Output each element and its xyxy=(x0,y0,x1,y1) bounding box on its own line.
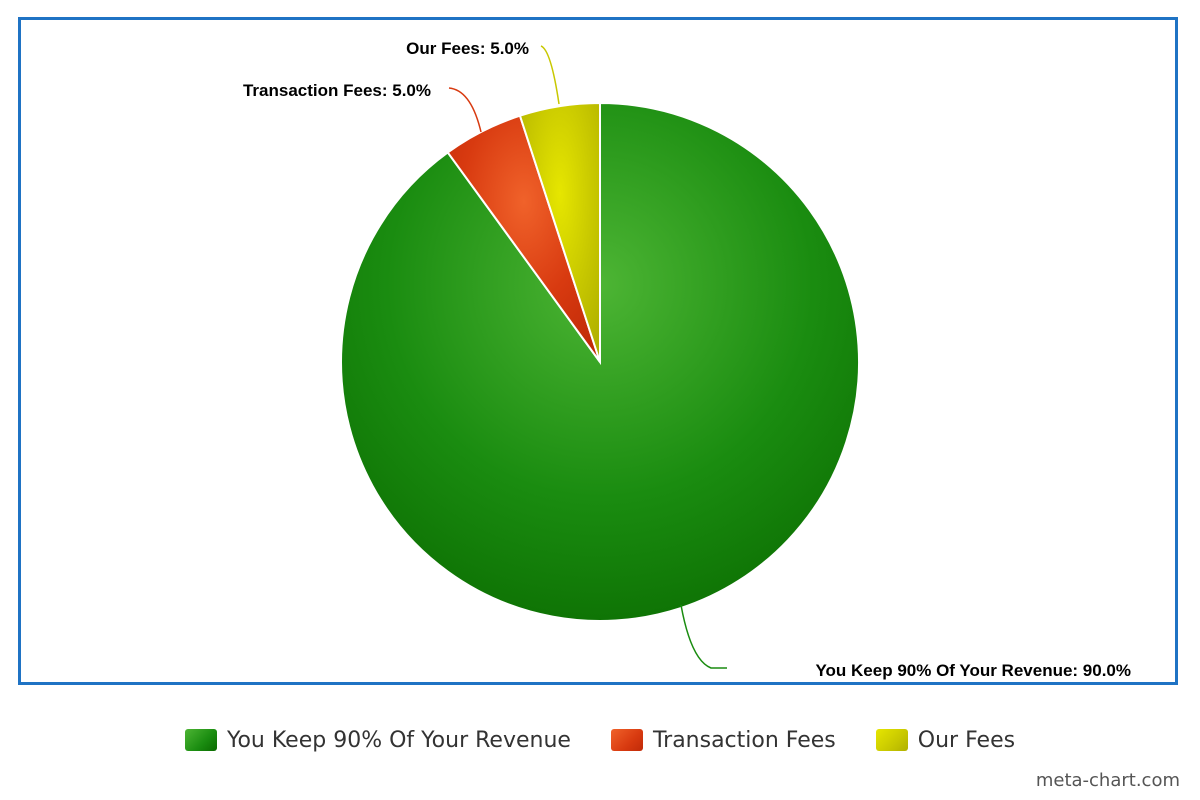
legend-item-transaction-fees[interactable]: Transaction Fees xyxy=(610,727,836,753)
pie-slice-our-fees[interactable] xyxy=(518,101,601,363)
data-label-transaction-fees: Transaction Fees: 5.0% xyxy=(243,81,431,100)
legend-label-transaction-fees: Transaction Fees xyxy=(652,727,836,753)
leader-line-you-keep xyxy=(680,604,727,669)
legend-swatch-transaction-fees xyxy=(610,729,643,751)
pie-chart: You Keep 90% Of Your Revenue: 90.0% Trans… xyxy=(243,39,1131,680)
watermark[interactable]: meta-chart.com xyxy=(1035,770,1180,791)
legend-item-our-fees[interactable]: Our Fees xyxy=(875,727,1016,753)
leader-line-our-fees xyxy=(540,45,560,105)
legend-swatch-our-fees xyxy=(875,729,908,751)
data-label-our-fees: Our Fees: 5.0% xyxy=(406,39,529,58)
legend-label-our-fees: Our Fees xyxy=(917,727,1016,753)
legend: You Keep 90% Of Your Revenue Transaction… xyxy=(0,722,1200,758)
chart-frame: You Keep 90% Of Your Revenue: 90.0% Trans… xyxy=(18,17,1178,685)
leader-line-transaction-fees xyxy=(448,87,482,133)
legend-item-you-keep[interactable]: You Keep 90% Of Your Revenue xyxy=(184,727,571,753)
data-label-you-keep: You Keep 90% Of Your Revenue: 90.0% xyxy=(815,661,1131,680)
legend-swatch-you-keep xyxy=(184,729,217,751)
legend-label-you-keep: You Keep 90% Of Your Revenue xyxy=(226,727,571,753)
